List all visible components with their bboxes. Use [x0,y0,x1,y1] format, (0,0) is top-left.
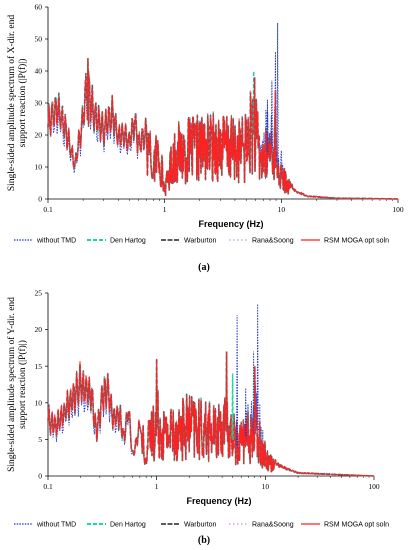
series-line-rsm [47,361,375,477]
chart-caption: (a) [198,262,210,273]
series-peak-without-tmd [256,303,259,432]
series-peak-den-hartog [231,373,234,440]
series-peak-without-tmd [236,314,239,448]
y-tick-label: 25 [35,289,43,298]
y-tick-label: 30 [35,99,43,108]
y-tick-label: 0 [38,195,42,204]
x-tick-label: 1 [155,482,159,491]
y-axis-label: Single-sided amplitude spectrum of X-dir… [6,15,17,191]
y-axis-label: Single-sided amplitude spectrum of Y-dir… [6,297,17,472]
series-peak-rsm [274,90,277,151]
y-tick-label: 60 [35,3,43,12]
series-peak-rsm [253,77,256,140]
series-peak-rsm [86,58,89,127]
series-peak-rsm [155,358,158,428]
y-axis-label: support reaction (|P(f)|) [17,59,28,148]
y-tick-label: 10 [35,163,43,172]
series-line-warburton [47,363,375,477]
series-peak-without-tmd [266,99,269,156]
legend-label: Rana&Soong [252,522,294,529]
series-peak-without-tmd [276,22,279,167]
y-tick-label: 20 [35,325,43,334]
y-tick-label: 0 [38,472,42,481]
series-peak-without-tmd [244,388,247,440]
y-axis-label: support reaction (|P(f)|) [17,340,28,429]
series-line-rsm [47,70,399,200]
x-tick-label: 0.1 [43,205,53,214]
series-peak-without-tmd [252,351,255,435]
x-axis-label: Frequency (Hz) [186,496,251,506]
legend-label: Warburton [184,238,217,245]
legend-label: without TMD [36,522,76,529]
legend-label: RSM MOGA opt soln [324,238,389,245]
y-tick-label: 50 [35,35,43,44]
series-line-den-hartog [47,364,375,477]
x-tick-label: 1 [163,205,167,214]
series-peak-without-tmd [270,80,273,149]
series-peak-rsm [225,351,228,435]
x-tick-label: 100 [368,482,380,491]
y-tick-label: 40 [35,67,43,76]
series-line-rana-soong [47,362,375,477]
y-tick-label: 15 [35,362,43,371]
y-tick-label: 10 [35,398,43,407]
legend-label: without TMD [36,238,76,245]
legend-label: RSM MOGA opt soln [324,522,389,529]
x-tick-label: 10 [278,205,286,214]
series-peak-rsm [253,366,256,434]
chart-b: 0 5 10 15 20 25 0.1 1 10 100 Frequency (Hz) Single-… [6,289,389,546]
legend-label: Warburton [184,522,217,529]
x-tick-label: 0.1 [43,482,53,491]
legend-label: Rana&Soong [252,238,294,245]
chart-caption: (b) [198,535,210,546]
legend-label: Den Hartog [110,522,146,529]
chart-a: 0 10 20 30 40 50 60 0.1 1 10 100 Frequency (Hz) Sing… [6,3,404,273]
legend-label: Den Hartog [110,238,146,245]
x-axis-label: Frequency (Hz) [198,219,263,229]
x-tick-label: 10 [262,482,270,491]
y-tick-label: 20 [35,131,43,140]
x-tick-label: 100 [392,205,404,214]
y-tick-label: 5 [38,435,42,444]
